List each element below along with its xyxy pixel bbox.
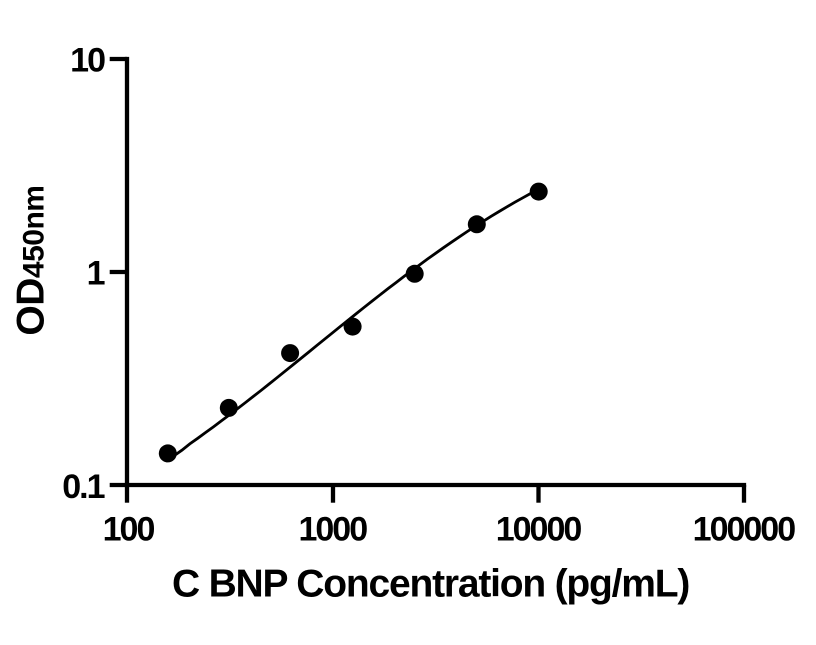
svg-text:1: 1 — [87, 255, 105, 293]
svg-text:100: 100 — [103, 510, 155, 548]
svg-text:1000: 1000 — [298, 510, 367, 548]
svg-text:OD450nm: OD450nm — [10, 186, 53, 336]
svg-text:10: 10 — [70, 42, 105, 80]
svg-text:0.1: 0.1 — [62, 468, 104, 506]
svg-text:10000: 10000 — [496, 510, 582, 548]
svg-text:C BNP Concentration (pg/mL): C BNP Concentration (pg/mL) — [172, 563, 689, 606]
svg-text:100000: 100000 — [693, 510, 796, 548]
